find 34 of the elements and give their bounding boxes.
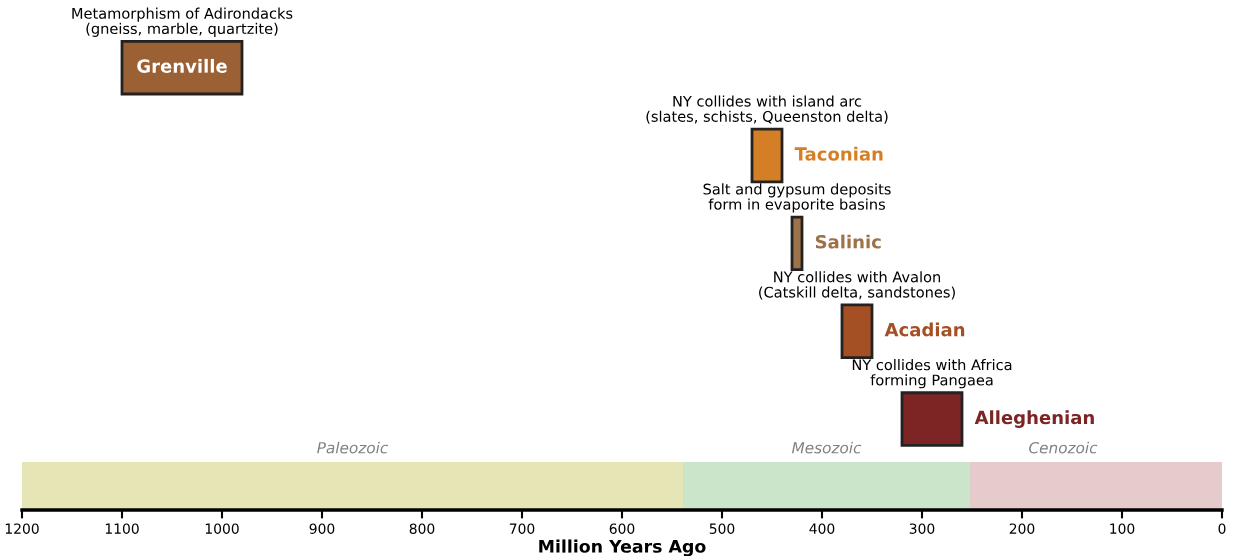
x-tick-label: 1200 (5, 523, 39, 534)
x-tick-label: 100 (1110, 523, 1135, 534)
series-label: Paleozoic (317, 441, 389, 454)
annotation: Metamorphism of Adirondacks (gneiss, marble, quartzite) (72, 7, 293, 37)
x-tick-label: 300 (909, 523, 935, 534)
x-tick-label: 1100 (105, 523, 139, 534)
x-tick-label: 800 (409, 523, 435, 534)
bar (840, 303, 874, 359)
data-label: Acadian (884, 322, 965, 337)
data-label: Grenville (137, 58, 227, 73)
x-tick-label: 0 (1218, 523, 1226, 534)
x-tick-label: 1000 (205, 523, 239, 534)
annotation: Salt and gypsum deposits form in evaporite basins (703, 183, 891, 213)
annotation: NY collides with Africa forming Pangaea (852, 359, 1012, 389)
x-tick-label: 900 (309, 523, 335, 534)
bar (120, 39, 244, 96)
data-label: Taconian (794, 146, 883, 161)
series-label: Mesozoic (791, 441, 862, 454)
series-label: Cenozoic (1029, 441, 1098, 454)
bar (683, 462, 970, 510)
x-axis-title: Million Years Ago (539, 539, 706, 556)
bar (790, 215, 804, 272)
x-tick-label: 500 (709, 523, 735, 534)
x-tick-label: 200 (1009, 523, 1035, 534)
annotation: NY collides with Avalon (Catskill delta, sandstones) (759, 271, 955, 300)
data-label: Alleghenian (974, 410, 1094, 428)
x-tick-label: 600 (609, 523, 635, 534)
data-label: Salinic (815, 234, 881, 249)
bar (22, 462, 683, 510)
x-tick-label: 400 (809, 523, 835, 534)
x-tick-label: 700 (509, 523, 535, 534)
annotation: NY collides with island arc (slates, schists, Queenston delta) (646, 95, 888, 124)
bar (900, 391, 964, 447)
bar (750, 127, 784, 184)
